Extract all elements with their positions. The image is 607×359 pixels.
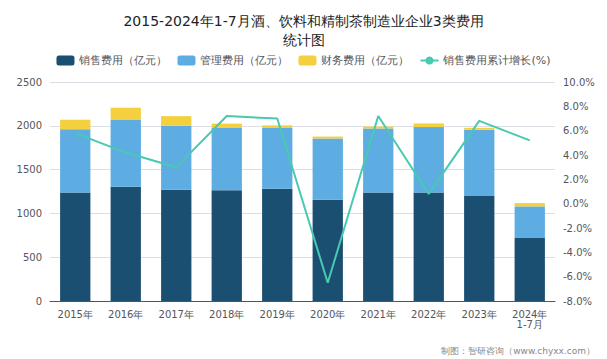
svg-text:2.0%: 2.0% xyxy=(563,174,588,185)
svg-text:1500: 1500 xyxy=(17,164,42,175)
svg-text:2024年: 2024年 xyxy=(512,308,548,320)
svg-text:财务费用（亿元）: 财务费用（亿元） xyxy=(321,54,409,67)
svg-text:500: 500 xyxy=(23,252,42,263)
svg-text:销售费用（亿元）: 销售费用（亿元） xyxy=(78,54,167,67)
svg-text:统计图: 统计图 xyxy=(283,32,325,48)
svg-text:8.0%: 8.0% xyxy=(563,101,588,112)
svg-text:2018年: 2018年 xyxy=(209,309,244,320)
svg-text:-8.0%: -8.0% xyxy=(563,296,592,307)
svg-text:2021年: 2021年 xyxy=(361,309,396,320)
svg-text:4.0%: 4.0% xyxy=(563,150,588,161)
svg-text:2015-2024年1-7月酒、饮料和精制茶制造业企业3类费: 2015-2024年1-7月酒、饮料和精制茶制造业企业3类费用 xyxy=(123,13,483,29)
svg-text:2015年: 2015年 xyxy=(58,309,93,320)
svg-text:0: 0 xyxy=(36,296,42,307)
svg-text:2500: 2500 xyxy=(17,77,42,88)
svg-text:-2.0%: -2.0% xyxy=(563,223,592,234)
svg-text:2017年: 2017年 xyxy=(159,309,194,320)
svg-text:2016年: 2016年 xyxy=(108,309,143,320)
svg-text:制图：智研咨询（www.chyxx.com）: 制图：智研咨询（www.chyxx.com） xyxy=(441,346,595,356)
svg-text:管理费用（亿元）: 管理费用（亿元） xyxy=(200,54,288,67)
svg-text:2023年: 2023年 xyxy=(462,309,497,320)
svg-text:2019年: 2019年 xyxy=(260,309,295,320)
svg-text:-6.0%: -6.0% xyxy=(563,271,592,282)
svg-text:0.0%: 0.0% xyxy=(563,198,588,209)
svg-text:10.0%: 10.0% xyxy=(563,77,595,88)
svg-text:2022年: 2022年 xyxy=(411,309,446,320)
svg-text:销售费用累计增长(%): 销售费用累计增长(%) xyxy=(442,54,550,67)
svg-text:6.0%: 6.0% xyxy=(563,125,588,136)
svg-text:2020年: 2020年 xyxy=(310,309,345,320)
svg-text:1-7月: 1-7月 xyxy=(517,319,543,330)
svg-text:1000: 1000 xyxy=(17,208,42,219)
svg-text:2000: 2000 xyxy=(17,120,42,131)
svg-text:-4.0%: -4.0% xyxy=(563,247,592,258)
